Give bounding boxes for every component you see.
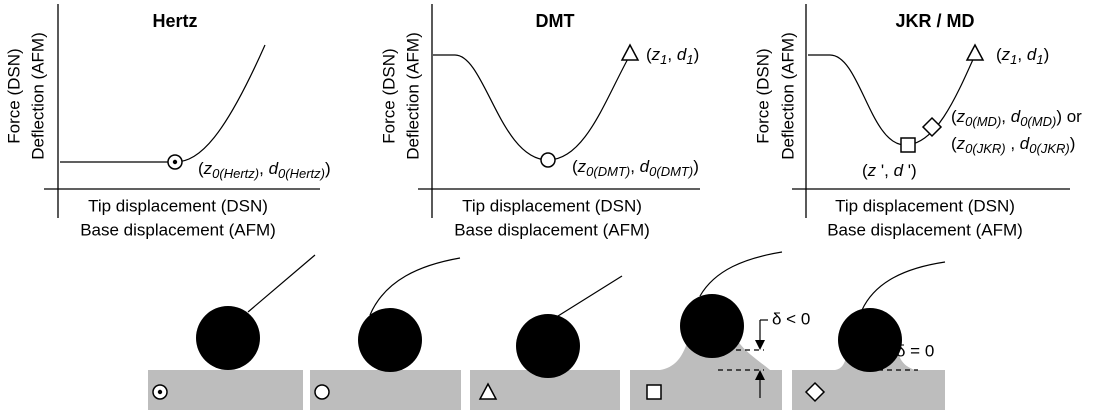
marker-dot [173,160,177,164]
cantilever [370,258,460,315]
contact-panels: δ < 0 δ = 0 [148,252,945,410]
substrate [310,370,461,410]
label-segment: , [259,159,268,178]
label-segment: 0(DMT) [649,164,693,179]
label-segment: ') [903,161,917,180]
marker-square [901,138,915,152]
label-segment: 1 [660,52,667,67]
plot-dmt: DMT Force (DSN) Deflection (AFM) Tip dis… [379,4,700,239]
label-segment: z [651,45,661,64]
label-segment: 0(JKR) [965,141,1005,156]
label-segment: z [867,161,877,180]
point-label: (z1, d1) [646,45,699,67]
point-label: (z0(Hertz), d0(Hertz)) [198,159,331,181]
y-label: Force (DSN) [379,48,398,143]
tip-ball [838,308,902,372]
x-label: Base displacement (AFM) [80,220,276,239]
point-label: (z0(DMT), d0(DMT)) [572,157,699,179]
x-label: Tip displacement (DSN) [88,196,268,215]
tip-ball [196,306,260,370]
y-label: Force (DSN) [753,48,772,143]
label-segment: ) [694,45,700,64]
x-label: Tip displacement (DSN) [462,196,642,215]
cantilever [862,262,945,310]
tip-ball [358,308,422,372]
label-segment: , [1001,107,1010,126]
curve [808,55,975,145]
marker-circle [315,385,329,399]
plot-title: JKR / MD [895,11,974,31]
marker-circle [541,153,555,167]
point-label: (z0(MD), d0(MD)) or [951,107,1082,129]
point-label: (z ', d ') [862,161,917,180]
curve [433,55,630,160]
substrate [148,370,303,410]
label-segment: z [1001,45,1011,64]
x-label: Base displacement (AFM) [454,220,650,239]
label-segment: , [667,45,676,64]
label-segment: , [1017,45,1026,64]
label-segment: ) or [1056,107,1082,126]
curve [60,45,265,162]
y-label: Force (DSN) [4,48,23,143]
label-segment: ) [1044,45,1050,64]
label-segment: ) [325,159,331,178]
marker-dot [158,390,162,394]
point-label: (z0(JKR) , d0(JKR)) [951,134,1075,156]
marker-triangle [967,45,983,60]
cantilever [558,276,622,316]
x-label: Base displacement (AFM) [827,220,1023,239]
tip-ball [680,294,744,358]
plot-title: DMT [536,11,575,31]
label-segment: z [956,107,966,126]
label-segment: 0(JKR) [1029,141,1069,156]
label-segment: 0(Hertz) [212,166,259,181]
x-label: Tip displacement (DSN) [835,196,1015,215]
label-segment: 1 [1036,52,1043,67]
label-segment: z [956,134,966,153]
label-segment: 0(MD) [965,114,1001,129]
cantilever [700,252,782,296]
delta-label: δ < 0 [772,309,810,328]
marker-square [647,385,661,399]
figure: Hertz Force (DSN) Deflection (AFM) Tip d… [0,0,1107,414]
label-segment: 1 [686,52,693,67]
tip-ball [516,314,580,378]
y-label: Deflection (AFM) [28,32,47,160]
y-label: Deflection (AFM) [778,32,797,160]
point-label: (z1, d1) [996,45,1049,67]
label-segment: z [203,159,213,178]
delta-label: δ = 0 [896,341,934,360]
label-segment: , [630,157,639,176]
label-segment: ', [876,161,893,180]
label-segment: 0(Hertz) [278,166,325,181]
label-segment: 0(DMT) [586,164,630,179]
cantilever [248,255,315,312]
plot-hertz: Hertz Force (DSN) Deflection (AFM) Tip d… [4,4,330,239]
plot-title: Hertz [152,11,197,31]
marker-triangle [622,45,638,60]
plot-jkr-md: JKR / MD Force (DSN) Deflection (AFM) Ti… [753,4,1082,239]
label-segment: , [1006,134,1020,153]
label-segment: ) [693,157,699,176]
label-segment: 1 [1010,52,1017,67]
label-segment: ) [1070,134,1076,153]
label-segment: z [577,157,587,176]
arrow-head [755,340,765,350]
marker-diamond [923,118,941,136]
y-label: Deflection (AFM) [403,32,422,160]
label-segment: 0(MD) [1020,114,1056,129]
